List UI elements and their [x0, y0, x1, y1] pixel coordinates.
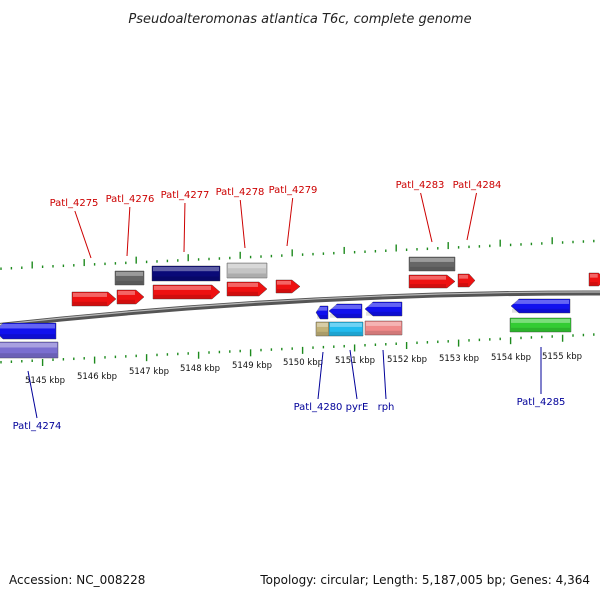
forward-gene-arrow: [408, 274, 456, 289]
label-leader: [317, 351, 324, 400]
scale-label: 5145 kbp: [25, 376, 65, 386]
outer-tick-ring: [0, 237, 595, 270]
gene-label: Patl_4280: [294, 402, 343, 413]
feature-box: [408, 256, 456, 272]
forward-gene-arrow: [226, 281, 268, 297]
forward-gene-arrow: [457, 273, 476, 288]
reverse-gene-arrow: [315, 305, 329, 320]
reverse-gene-arrow: [364, 301, 403, 317]
scale-label: 5151 kbp: [335, 356, 375, 366]
label-leader: [382, 349, 387, 400]
feature-box: [0, 341, 59, 359]
gene-label: Patl_4284: [453, 180, 502, 191]
label-leader: [420, 192, 433, 243]
forward-gene-arrow: [588, 272, 600, 287]
forward-gene-arrow: [275, 279, 301, 294]
accession-text: Accession: NC_008228: [9, 573, 146, 587]
label-leader: [349, 349, 358, 400]
scale-labels: 5145 kbp 5146 kbp 5147 kbp 5148 kbp 5149 kbp…: [25, 352, 582, 386]
gene-label: Patl_4285: [517, 397, 566, 408]
label-leader: [27, 370, 38, 419]
map-title: Pseudoalteromonas atlantica T6c, complet…: [128, 12, 471, 27]
label-leader: [286, 197, 294, 247]
scale-label: 5150 kbp: [283, 358, 323, 368]
reverse-gene-arrow: [510, 298, 571, 314]
gene-label: pyrE: [346, 402, 369, 413]
forward-gene-arrow: [116, 289, 145, 305]
feature-box: [328, 321, 364, 337]
feature-box: [226, 262, 268, 279]
forward-gene-arrow: [71, 291, 117, 307]
gene-label: Patl_4274: [13, 421, 62, 432]
label-leader: [74, 210, 92, 259]
gene-label: Patl_4275: [50, 198, 99, 209]
gene-label: Patl_4278: [216, 187, 265, 198]
label-leader: [126, 206, 131, 257]
genome-summary-text: Topology: circular; Length: 5,187,005 bp…: [260, 573, 590, 587]
feature-box: [364, 320, 403, 336]
feature-box: [114, 270, 145, 286]
feature-box: [509, 317, 572, 333]
scale-label: 5148 kbp: [180, 364, 220, 374]
scale-label: 5153 kbp: [439, 354, 479, 364]
gene-labels: Patl_4275 Patl_4276 Patl_4277 Patl_4278 Patl…: [13, 180, 566, 432]
reverse-gene-arrow: [328, 303, 363, 319]
scale-label: 5149 kbp: [232, 361, 272, 371]
label-leader: [239, 199, 246, 249]
gene-label: Patl_4283: [396, 180, 445, 191]
forward-gene-arrow: [152, 284, 221, 300]
gene-label: Patl_4276: [106, 194, 155, 205]
inner-tick-ring: [0, 333, 595, 367]
gene-label: rph: [378, 402, 395, 413]
scale-label: 5146 kbp: [77, 372, 117, 382]
gene-features: [0, 256, 600, 359]
feature-box: [151, 265, 221, 282]
label-leaders: [27, 192, 542, 419]
gene-label: Patl_4277: [161, 190, 210, 201]
feature-box: [315, 321, 330, 337]
genome-backbone-highlight: [0, 291, 600, 326]
scale-label: 5154 kbp: [491, 353, 531, 363]
reverse-gene-arrow: [0, 322, 57, 340]
label-leader: [466, 192, 477, 241]
gene-label: Patl_4279: [269, 185, 318, 196]
scale-label: 5147 kbp: [129, 367, 169, 377]
genome-backbone: [0, 290, 600, 328]
label-leader: [183, 202, 186, 253]
scale-label: 5155 kbp: [542, 352, 582, 362]
scale-label: 5152 kbp: [387, 355, 427, 365]
